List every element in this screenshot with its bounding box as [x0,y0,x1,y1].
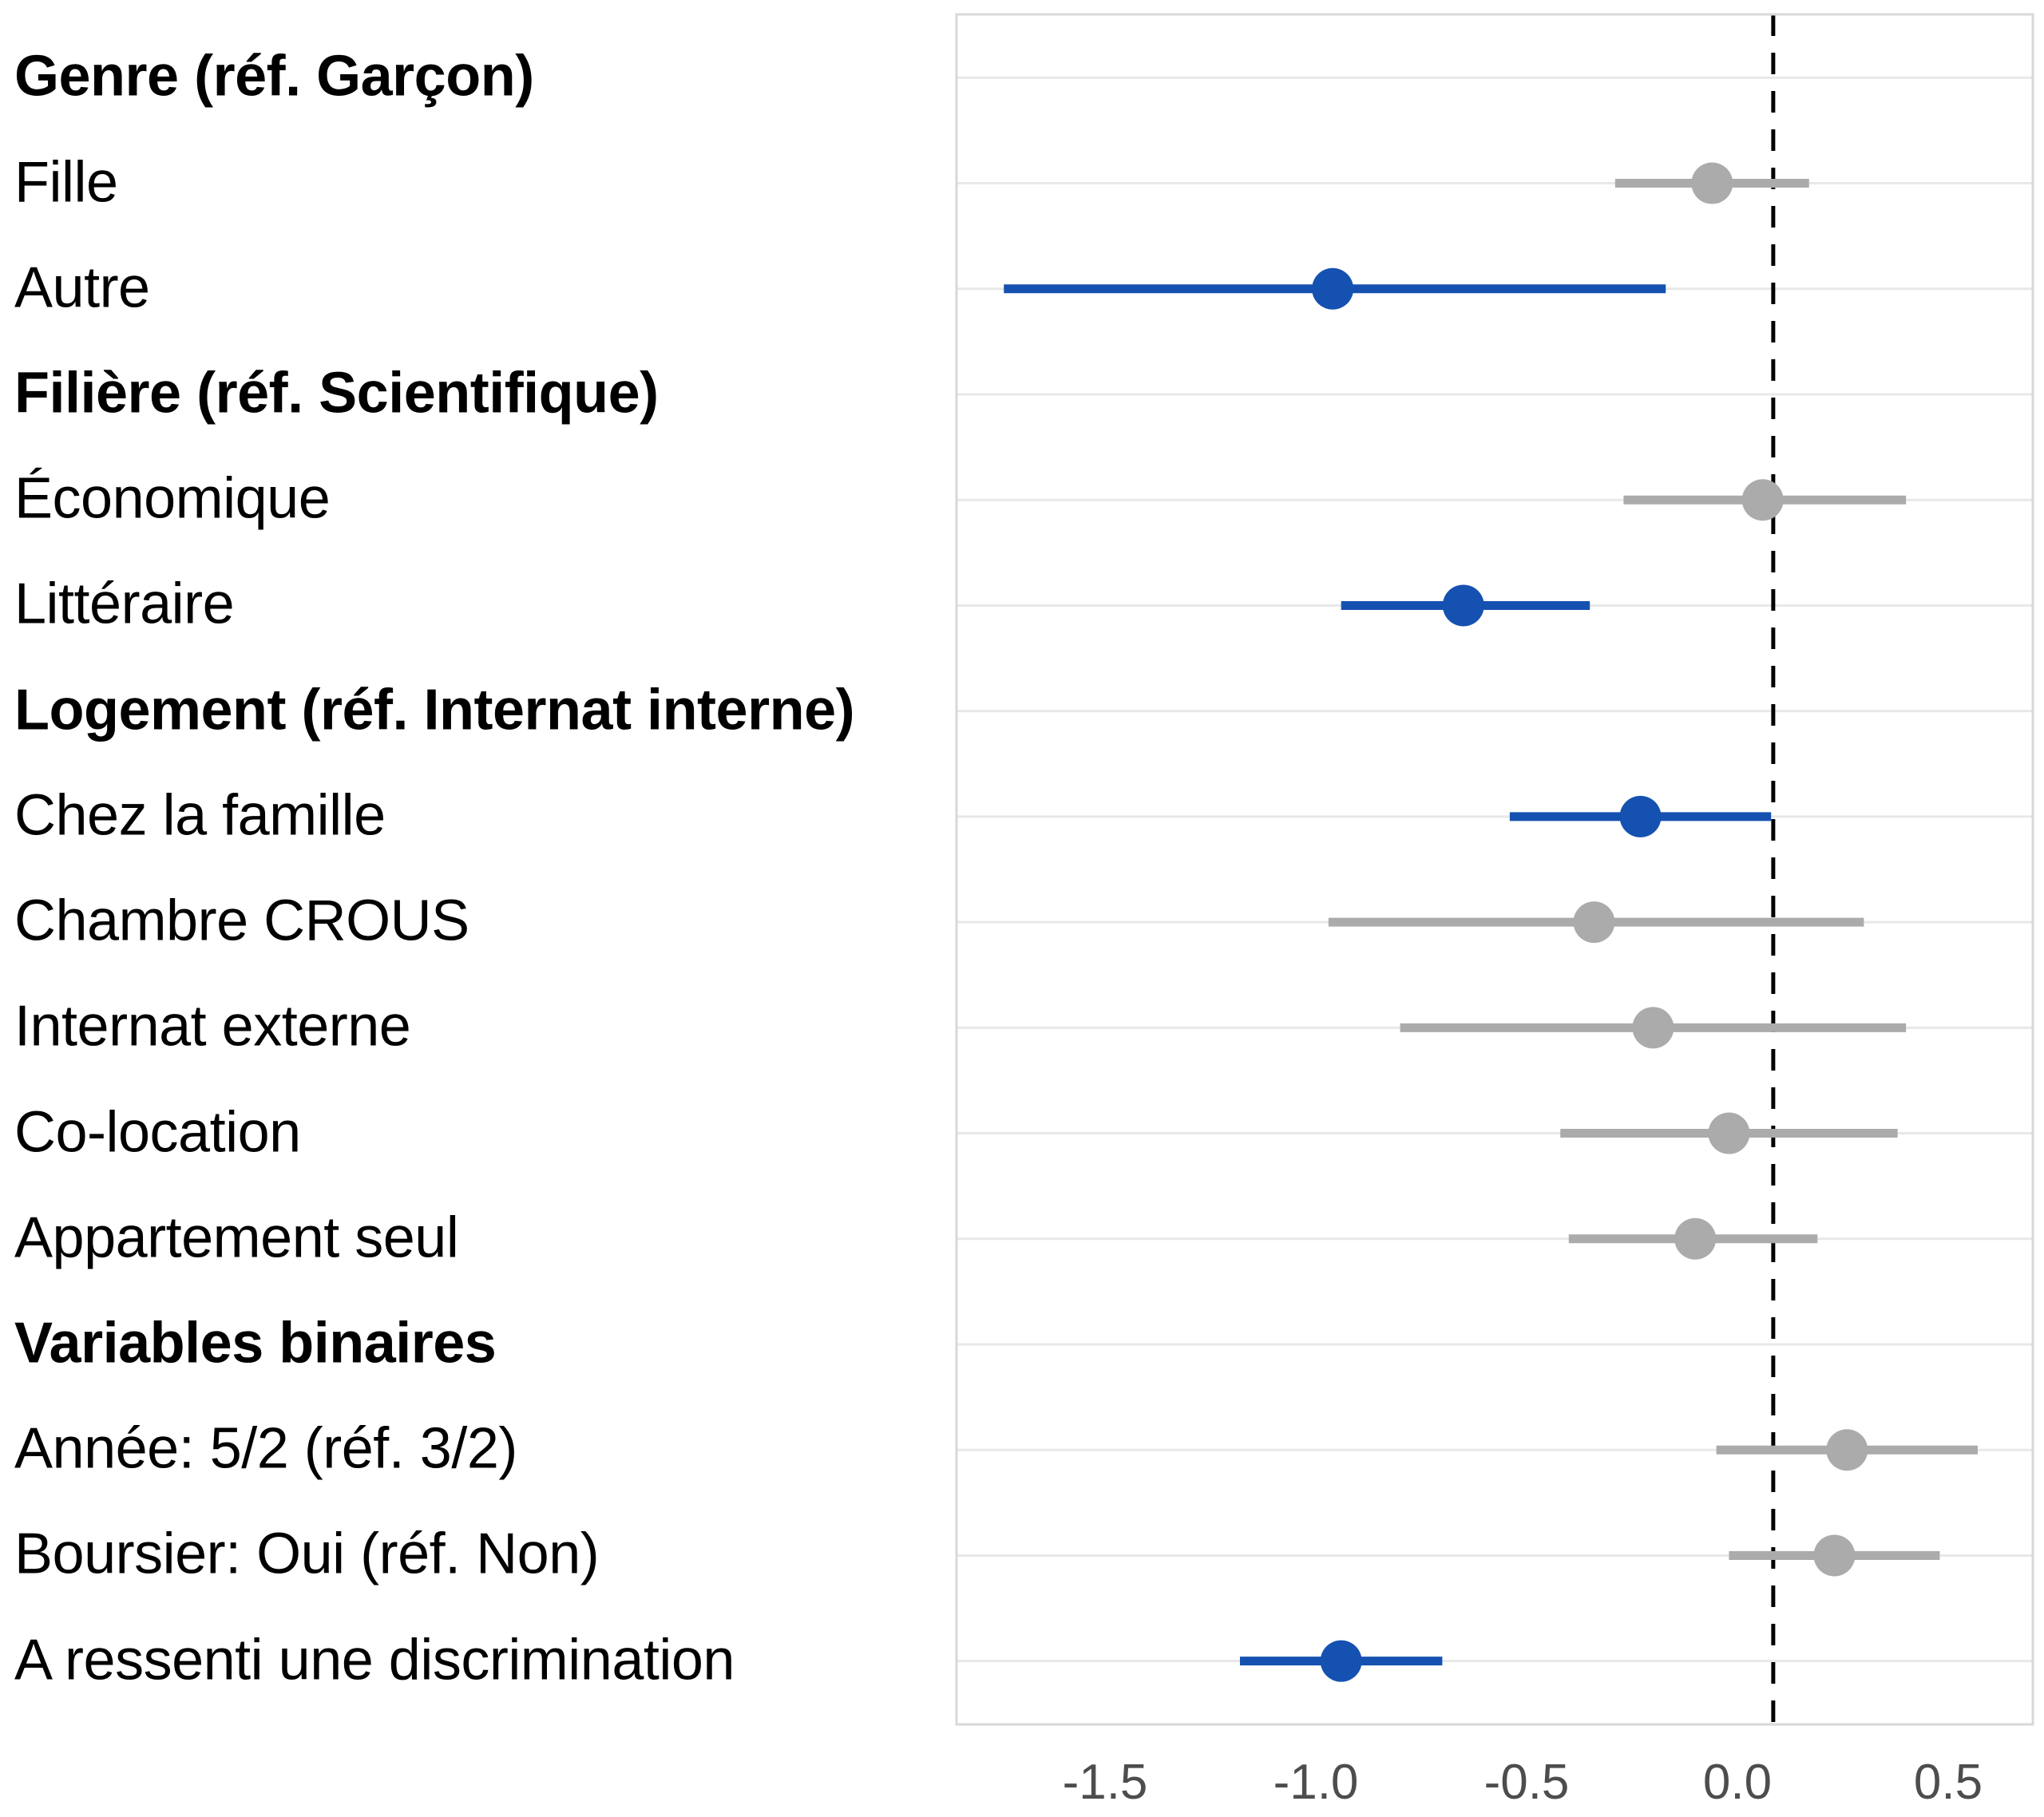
row-label: Fille [14,149,118,214]
estimate-point [1674,1217,1717,1260]
group-header-label: Variables binaires [14,1311,497,1376]
row-label: Appartement seul [14,1205,459,1270]
row-label: A ressenti une discrimination [14,1628,735,1692]
estimate-point [1619,795,1662,837]
x-tick-label: 0.0 [1703,1755,1772,1810]
x-tick-label: -0.5 [1484,1755,1570,1810]
estimate-point [1320,1640,1362,1682]
row-label: Littéraire [14,572,235,636]
estimate-point [1573,901,1615,944]
estimate-point [1826,1429,1868,1471]
group-header-label: Logement (réf. Internat interne) [14,678,855,742]
group-header-label: Filière (réf. Scientifique) [14,361,659,426]
row-label: Autre [14,255,150,320]
x-tick-label: 0.5 [1914,1755,1983,1810]
estimate-point [1691,162,1733,204]
row-label: Année: 5/2 (réf. 3/2) [14,1416,517,1481]
estimate-point [1813,1534,1856,1577]
row-label: Chez la famille [14,783,386,848]
panel-background [957,14,2033,1724]
row-label: Boursier: Oui (réf. Non) [14,1522,600,1586]
panel-border [955,13,2034,1726]
estimate-point [1312,267,1354,310]
row-label: Économique [14,466,331,531]
estimate-point [1632,1007,1674,1049]
row-label: Co-location [14,1099,301,1164]
estimate-point [1741,479,1784,521]
row-label: Internat externe [14,994,411,1059]
estimate-point [1442,584,1484,627]
group-header-label: Genre (réf. Garçon) [14,44,534,109]
estimate-point [1708,1112,1750,1154]
x-tick-label: -1.5 [1063,1755,1148,1810]
x-tick-label: -1.0 [1274,1755,1359,1810]
row-label: Chambre CROUS [14,889,469,953]
